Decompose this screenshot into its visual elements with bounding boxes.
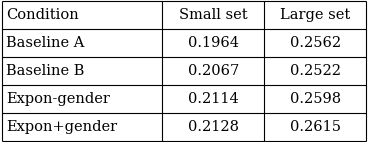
Text: 0.2522: 0.2522 <box>290 64 341 78</box>
Text: Baseline B: Baseline B <box>6 64 85 78</box>
Text: 0.2615: 0.2615 <box>290 120 341 134</box>
Text: 0.2128: 0.2128 <box>188 120 238 134</box>
Text: 0.2067: 0.2067 <box>188 64 239 78</box>
Text: Small set: Small set <box>179 8 247 22</box>
Text: 0.2598: 0.2598 <box>290 92 341 106</box>
Text: Baseline A: Baseline A <box>6 36 85 50</box>
Text: Expon+gender: Expon+gender <box>6 120 117 134</box>
Text: 0.2114: 0.2114 <box>188 92 238 106</box>
Text: 0.1964: 0.1964 <box>188 36 238 50</box>
Text: 0.2562: 0.2562 <box>290 36 341 50</box>
Text: Condition: Condition <box>6 8 79 22</box>
Text: Expon-gender: Expon-gender <box>6 92 110 106</box>
Text: Large set: Large set <box>280 8 350 22</box>
